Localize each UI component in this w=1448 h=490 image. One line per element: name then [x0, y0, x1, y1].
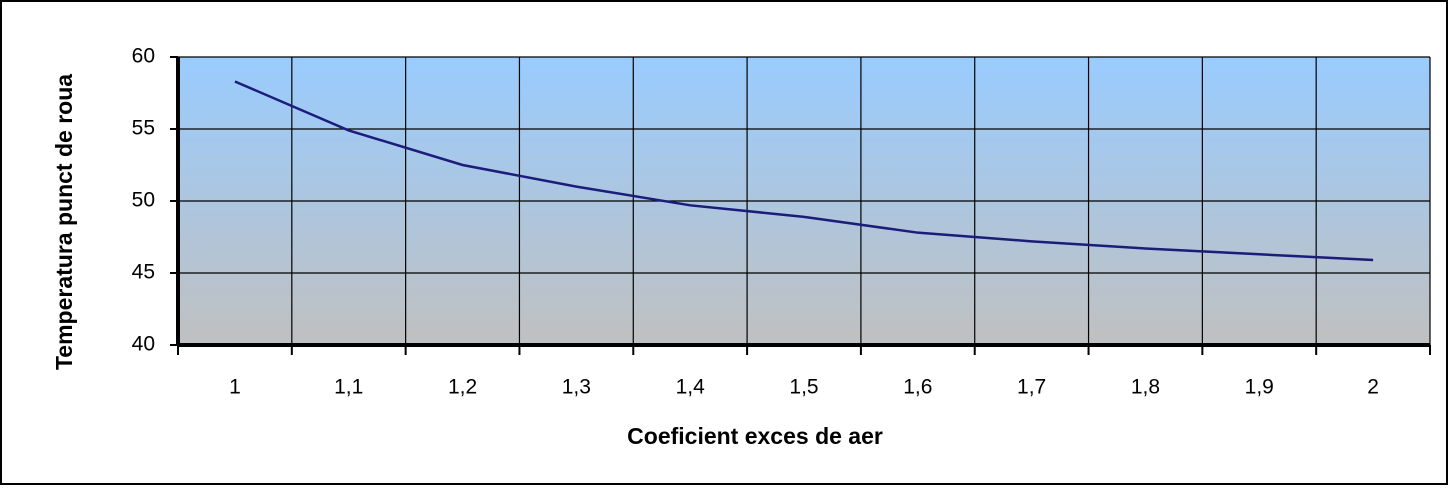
line-series: [234, 80, 1374, 262]
x-tick-label: 1,8: [1131, 376, 1160, 399]
x-tick-label: 2: [1367, 376, 1379, 399]
y-axis-label: Temperatura punct de roua: [51, 74, 77, 370]
y-tick-label: 55: [132, 117, 155, 140]
x-tick-label: 1: [229, 376, 241, 399]
x-tick-label: 1,3: [562, 376, 591, 399]
x-tick-label: 1,5: [789, 376, 818, 399]
y-tick-label: 40: [132, 333, 155, 356]
x-tick-label: 1,9: [1245, 376, 1274, 399]
y-tick-label: 45: [132, 261, 155, 284]
x-tick-label: 1,4: [676, 376, 706, 399]
x-tick-label: 1,1: [334, 376, 363, 399]
x-tick-label: 1,2: [448, 376, 477, 399]
x-axis-label: Coeficient exces de aer: [627, 423, 883, 449]
y-tick-label: 60: [132, 45, 155, 68]
y-tick-label: 50: [132, 189, 155, 212]
x-tick-label: 1,7: [1017, 376, 1046, 399]
x-tick-label: 1,6: [903, 376, 932, 399]
